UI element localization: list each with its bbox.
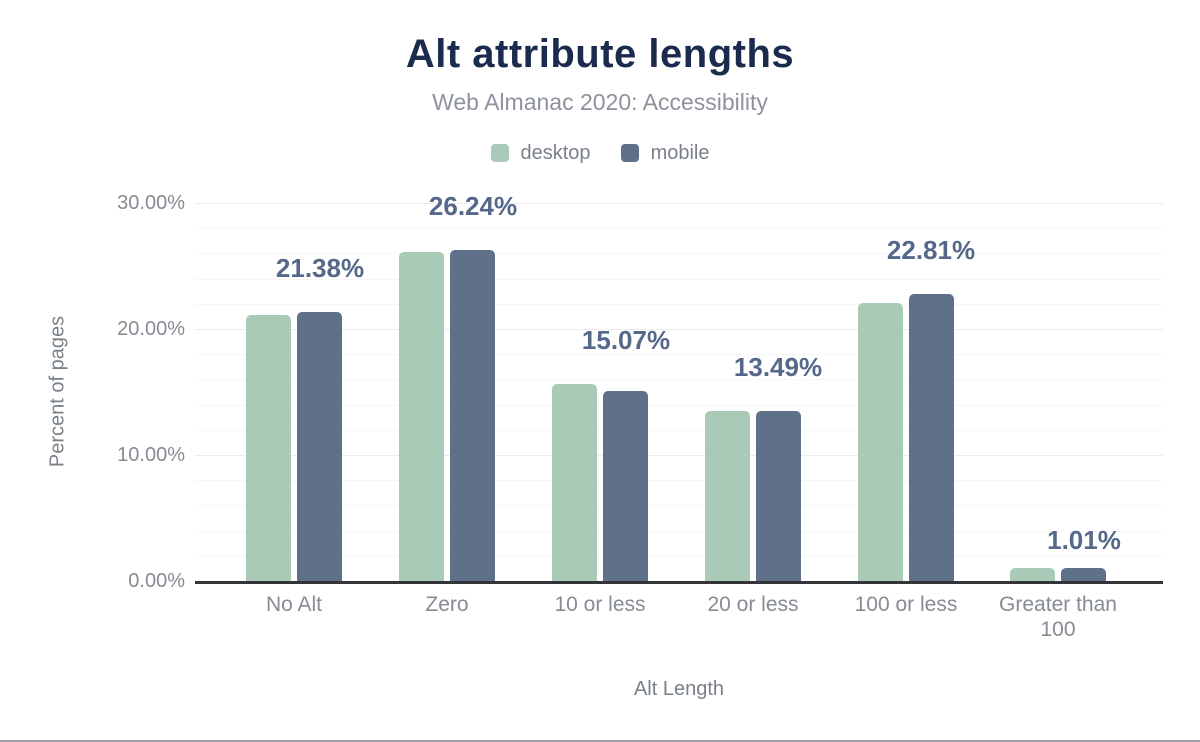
bar-desktop-no-alt[interactable] <box>246 315 291 581</box>
gridline-6pct <box>195 505 1163 506</box>
legend: desktop mobile <box>0 140 1200 166</box>
x-category-10-or-less: 10 or less <box>554 593 646 616</box>
x-axis-title: Alt Length <box>633 678 725 700</box>
y-tick-10: 10.00% <box>117 444 185 466</box>
bar-desktop-20-or-less[interactable] <box>705 411 750 581</box>
legend-swatch-mobile-icon <box>620 144 639 162</box>
bar-desktop-zero[interactable] <box>399 252 444 581</box>
bar-desktop-10-or-less[interactable] <box>552 384 597 581</box>
y-axis-title: Percent of pages <box>46 315 69 468</box>
value-label-20-or-less: 13.49% <box>733 352 823 382</box>
gridline-14pct <box>195 405 1163 406</box>
value-label-10-or-less: 15.07% <box>581 325 671 355</box>
y-tick-30: 30.00% <box>117 192 185 214</box>
legend-item-mobile[interactable]: mobile <box>620 141 710 165</box>
bar-mobile-20-or-less[interactable] <box>756 411 801 581</box>
gridline-20pct <box>195 329 1163 330</box>
bar-mobile-100-or-less[interactable] <box>909 294 954 581</box>
gridline-18pct <box>195 354 1163 355</box>
gridline-8pct <box>195 480 1163 481</box>
legend-swatch-desktop-icon <box>490 144 509 162</box>
value-label-zero: 26.24% <box>428 191 518 221</box>
value-label-100-or-less: 22.81% <box>886 235 976 265</box>
x-axis-line <box>195 581 1163 584</box>
gridline-30pct <box>195 203 1163 204</box>
legend-label-desktop: desktop <box>520 141 591 164</box>
chart-title: Alt attribute lengths <box>405 32 795 76</box>
gridline-26pct <box>195 253 1163 254</box>
bar-mobile-greater-than-100[interactable] <box>1061 568 1106 581</box>
chart-subtitle: Web Almanac 2020: Accessibility <box>432 89 768 115</box>
bar-mobile-zero[interactable] <box>450 250 495 581</box>
bar-mobile-no-alt[interactable] <box>297 312 342 581</box>
legend-label-mobile: mobile <box>650 141 710 164</box>
gridline-24pct <box>195 279 1163 280</box>
gridline-28pct <box>195 228 1163 229</box>
y-tick-20: 20.00% <box>117 318 185 340</box>
x-category-100-or-less: 100 or less <box>854 593 958 616</box>
gridline-2pct <box>195 556 1163 557</box>
bar-desktop-100-or-less[interactable] <box>858 303 903 581</box>
bar-desktop-greater-than-100[interactable] <box>1010 568 1055 581</box>
x-category-greater-than-100: Greater than 100 <box>999 593 1117 641</box>
gridline-22pct <box>195 304 1163 305</box>
value-label-no-alt: 21.38% <box>275 253 365 283</box>
gridline-16pct <box>195 379 1163 380</box>
value-label-greater-than-100: 1.01% <box>1047 525 1121 555</box>
legend-item-desktop[interactable]: desktop <box>490 141 591 165</box>
bar-mobile-10-or-less[interactable] <box>603 391 648 581</box>
x-category-no-alt: No Alt <box>265 593 323 616</box>
x-category-zero: Zero <box>425 593 469 616</box>
x-category-20-or-less: 20 or less <box>707 593 799 616</box>
y-tick-0: 0.00% <box>128 570 185 592</box>
gridline-10pct <box>195 455 1163 456</box>
gridline-4pct <box>195 531 1163 532</box>
gridline-12pct <box>195 430 1163 431</box>
